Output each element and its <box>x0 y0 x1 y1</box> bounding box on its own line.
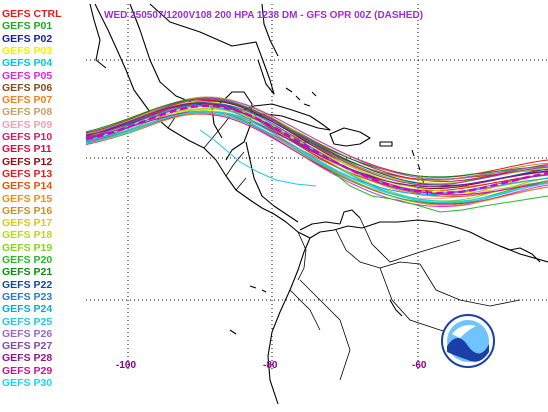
legend-item: GEFS P26 <box>2 327 53 340</box>
coastline <box>339 209 361 225</box>
coastline <box>389 299 403 317</box>
legend-item: GEFS P08 <box>2 106 53 119</box>
coastline <box>379 141 393 147</box>
legend-item: GEFS P25 <box>2 315 53 328</box>
lon-label-100w: -100 <box>116 360 137 371</box>
coastline <box>94 3 311 239</box>
ensemble-contour <box>329 169 548 213</box>
legend-item: GEFS P24 <box>2 303 53 316</box>
legend-item: GEFS P13 <box>2 167 53 180</box>
ensemble-contour <box>85 110 548 203</box>
legend-item: GEFS P22 <box>2 278 53 291</box>
legend-item: GEFS P17 <box>2 217 53 230</box>
ensemble-contour <box>85 98 548 178</box>
ensemble-contour <box>85 110 548 196</box>
coastline <box>229 329 237 335</box>
legend-item: GEFS P20 <box>2 254 53 266</box>
lon-label-80w: -80 <box>263 360 278 371</box>
coastline <box>249 285 267 293</box>
legend-item: GEFS P14 <box>2 180 53 193</box>
operational-contour <box>85 104 548 195</box>
legend-item: GEFS P01 <box>2 20 53 33</box>
legend-item: GEFS P04 <box>2 57 53 70</box>
logo-bird <box>452 325 476 338</box>
coastline <box>329 127 371 147</box>
coastline <box>285 87 317 107</box>
lon-label-60w: -60 <box>412 360 427 371</box>
legend-item: GEFS P16 <box>2 204 53 217</box>
ensemble-contour <box>85 97 548 180</box>
legend-item: GEFS P06 <box>2 81 53 94</box>
legend-item: GEFS P02 <box>2 32 53 45</box>
legend-item: GEFS CTRL <box>2 8 62 20</box>
legend-item: GEFS P15 <box>2 192 53 205</box>
legend-item: GEFS P12 <box>2 155 53 168</box>
ensemble-contour <box>85 113 548 205</box>
legend-item: GEFS P05 <box>2 69 53 82</box>
coastline <box>267 237 311 405</box>
coastline <box>499 245 541 263</box>
legend-item: GEFS P27 <box>2 340 53 353</box>
legend-item: GEFS P19 <box>2 241 53 254</box>
legend-item: GEFS P29 <box>2 364 53 377</box>
ensemble-contour <box>199 129 317 187</box>
border <box>235 177 247 191</box>
legend-item: GEFS P21 <box>2 266 53 279</box>
ensemble-contour <box>85 100 548 182</box>
coastline <box>299 221 341 231</box>
legend-item: GEFS P09 <box>2 118 53 131</box>
border <box>289 289 321 331</box>
legend-item: GEFS P28 <box>2 352 53 365</box>
legend-item: GEFS P18 <box>2 229 53 242</box>
ensemble-contour <box>85 98 548 186</box>
logo-wave <box>447 338 489 362</box>
border <box>297 231 307 281</box>
contour-lines <box>85 96 548 213</box>
legend-item: GEFS P11 <box>2 143 52 156</box>
map-title: WED 250507/1200V108 200 HPA 1238 DM - GF… <box>104 10 424 21</box>
legend-item: GEFS P10 <box>2 131 53 143</box>
coastline <box>129 3 253 161</box>
coastlines <box>89 3 548 405</box>
ensemble-contour <box>85 96 548 182</box>
border <box>359 217 461 263</box>
border <box>203 115 231 149</box>
coastline <box>261 3 279 57</box>
border <box>335 229 421 269</box>
coastline <box>149 3 275 95</box>
legend-item: GEFS P07 <box>2 94 53 107</box>
border <box>419 263 521 307</box>
coastline <box>411 149 429 197</box>
coastline <box>245 141 299 223</box>
noaa-logo <box>441 314 495 368</box>
coastline <box>309 219 548 263</box>
coastline <box>89 3 107 69</box>
border <box>225 151 245 177</box>
border <box>299 279 351 381</box>
ensemble-contour <box>85 103 548 192</box>
legend-item: GEFS P23 <box>2 290 53 303</box>
legend-item: GEFS P03 <box>2 44 53 57</box>
legend-item: GEFS P30 <box>2 377 53 389</box>
